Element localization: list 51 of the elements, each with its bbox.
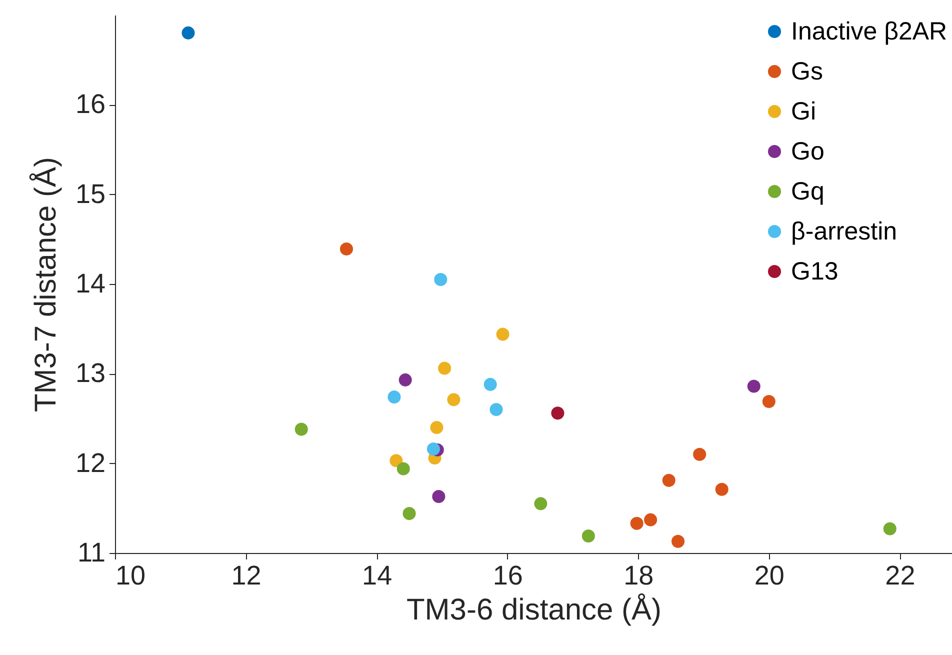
point [432, 490, 446, 504]
point [390, 454, 403, 468]
point [747, 380, 760, 393]
point [662, 474, 676, 487]
point [294, 422, 308, 436]
x-tick-label: 20 [754, 560, 784, 590]
point [438, 362, 452, 375]
y-axis-title: TM3-7 distance (Å) [28, 156, 62, 412]
point [402, 507, 416, 520]
point [715, 482, 728, 496]
point [340, 242, 353, 256]
point [426, 442, 440, 456]
x-tick-label: 10 [116, 560, 146, 590]
point [582, 529, 595, 542]
legend-label: Inactive β2AR [791, 18, 948, 46]
point [671, 534, 685, 548]
point [396, 462, 410, 476]
point [490, 403, 503, 416]
point [551, 406, 564, 420]
legend-label: Gi [791, 98, 816, 126]
point [484, 378, 497, 391]
y-tick-label: 12 [75, 448, 106, 478]
y-tick-label: 16 [75, 89, 106, 120]
x-axis-title: TM3-6 distance (Å) [406, 592, 662, 626]
point [388, 390, 401, 404]
point [496, 328, 510, 341]
point [534, 497, 548, 510]
point [430, 420, 444, 434]
x-tick-label: 12 [231, 560, 262, 590]
x-tick-label: 14 [362, 560, 392, 590]
y-tick-label: 14 [75, 268, 106, 298]
point [762, 394, 776, 408]
x-tick-label: 16 [492, 560, 523, 590]
point [182, 26, 195, 40]
y-tick-label: 11 [77, 538, 106, 568]
point [693, 448, 706, 461]
point [447, 393, 460, 406]
legend-label: β-arrestin [791, 218, 898, 246]
y-tick-label: 13 [75, 358, 106, 388]
x-tick-label: 22 [885, 560, 916, 590]
point [644, 513, 658, 526]
point [398, 373, 412, 386]
point [883, 522, 896, 536]
legend-label: Gq [791, 178, 824, 206]
point [630, 516, 644, 530]
x-tick-label: 18 [624, 560, 654, 590]
legend-label: G13 [791, 258, 838, 286]
point [434, 273, 448, 286]
y-tick-label: 15 [75, 178, 106, 209]
legend-label: Go [791, 138, 824, 166]
legend-label: Gs [791, 58, 823, 86]
